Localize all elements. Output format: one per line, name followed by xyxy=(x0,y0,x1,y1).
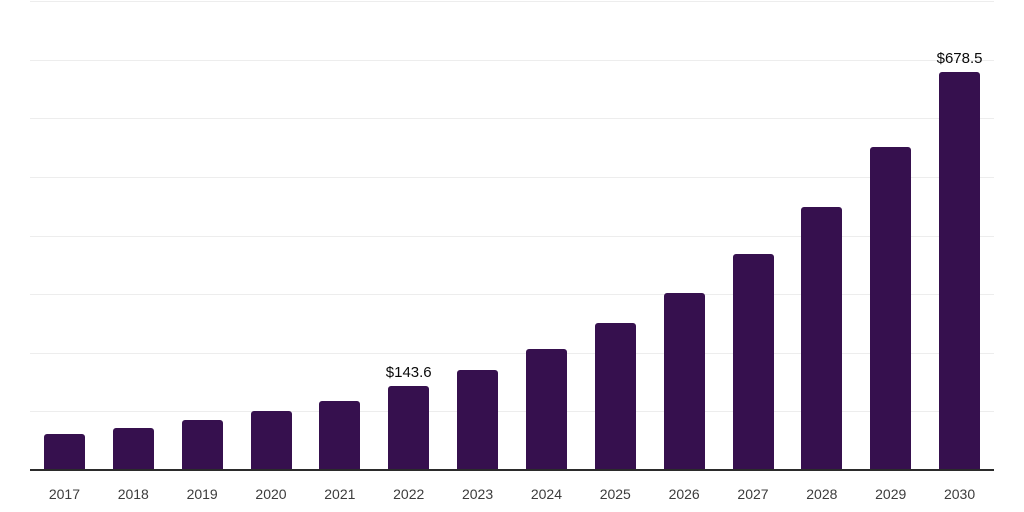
bar-2021 xyxy=(319,400,361,470)
gridline xyxy=(30,1,994,2)
bar-2028 xyxy=(801,206,843,470)
data-label-2030: $678.5 xyxy=(936,50,983,68)
bar-2030 xyxy=(939,72,981,470)
x-tick-2022: 2022 xyxy=(393,486,425,502)
x-tick-2027: 2027 xyxy=(737,486,769,502)
bar-2018 xyxy=(112,427,154,470)
bar-2017 xyxy=(43,433,85,470)
gridline xyxy=(30,59,994,61)
bar-2023 xyxy=(457,369,499,470)
data-label-2022: $143.6 xyxy=(385,363,432,381)
bar-2029 xyxy=(870,146,912,470)
gridline xyxy=(30,235,994,237)
x-tick-2020: 2020 xyxy=(255,486,287,502)
bar-2020 xyxy=(250,411,292,470)
x-axis-labels: 2017 2018 2019 2020 2021 2022 2023 2024 2025 2026… xyxy=(0,470,1024,512)
bar-2025 xyxy=(594,323,636,470)
bar-2026 xyxy=(663,292,705,470)
gridline xyxy=(30,411,994,413)
bar-2019 xyxy=(181,420,223,470)
bar-2022 xyxy=(388,385,430,470)
x-tick-2029: 2029 xyxy=(875,486,907,502)
x-tick-2021: 2021 xyxy=(324,486,356,502)
x-tick-2028: 2028 xyxy=(806,486,838,502)
x-tick-2024: 2024 xyxy=(530,486,562,502)
x-tick-2030: 2030 xyxy=(943,486,976,502)
x-axis-line xyxy=(30,469,994,471)
x-tick-2026: 2026 xyxy=(668,486,700,502)
x-tick-2025: 2025 xyxy=(599,486,631,502)
gridline xyxy=(30,176,994,178)
x-tick-2018: 2018 xyxy=(117,486,149,502)
bar-2027 xyxy=(732,253,774,470)
bar-2024 xyxy=(525,348,567,470)
gridline xyxy=(30,352,994,354)
x-tick-2017: 2017 xyxy=(48,486,80,502)
gridline xyxy=(30,118,994,120)
x-tick-2023: 2023 xyxy=(461,486,494,502)
x-tick-2019: 2019 xyxy=(186,486,218,502)
gridline xyxy=(30,294,994,296)
plot-area: $143.6 $678.5 xyxy=(30,1,994,470)
